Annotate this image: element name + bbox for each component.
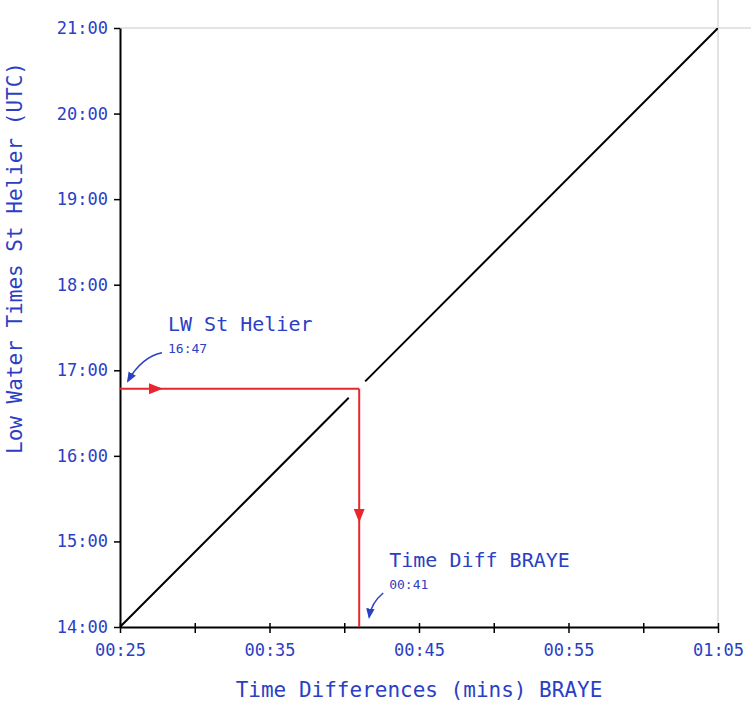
y-tick: 20:00 <box>57 104 120 124</box>
plot-area <box>120 28 718 627</box>
guide-horizontal <box>158 388 359 390</box>
y-tick-mark <box>114 627 120 629</box>
x-tick <box>643 623 644 633</box>
x-tick <box>494 623 495 633</box>
y-tick: 16:00 <box>57 446 120 466</box>
data-line <box>120 28 718 627</box>
annotation-pointer <box>369 593 383 617</box>
x-tick: 00:55 <box>543 623 594 660</box>
y-tick-mark <box>114 456 120 458</box>
y-tick-label: 17:00 <box>57 360 108 380</box>
y-tick-mark <box>114 541 120 543</box>
y-tick-label: 21:00 <box>57 18 108 38</box>
x-tick <box>344 623 345 633</box>
frame-right <box>718 0 719 627</box>
x-tick-mark <box>195 623 197 633</box>
chart: 00:25 00:35 00:45 00:55 01:05 14:00 15:00 16:00… <box>0 0 751 708</box>
x-tick-mark <box>643 623 645 633</box>
y-tick: 17:00 <box>57 360 120 380</box>
y-tick-label: 16:00 <box>57 446 108 466</box>
y-tick-label: 18:00 <box>57 275 108 295</box>
x-tick-label: 01:05 <box>693 640 744 660</box>
y-tick-mark <box>114 28 120 30</box>
x-tick: 00:35 <box>244 623 295 660</box>
y-tick: 21:00 <box>57 18 120 38</box>
x-tick: 01:05 <box>693 623 744 660</box>
y-tick-label: 14:00 <box>57 617 108 637</box>
y-tick-mark <box>114 199 120 201</box>
y-tick-mark <box>114 284 120 286</box>
y-tick: 15:00 <box>57 531 120 551</box>
y-tick: 14:00 <box>57 617 120 637</box>
x-tick-mark <box>269 623 271 633</box>
x-tick-mark <box>494 623 496 633</box>
y-tick-label: 20:00 <box>57 104 108 124</box>
x-tick: 00:45 <box>394 623 445 660</box>
x-tick-label: 00:45 <box>394 640 445 660</box>
axis-line <box>120 29 122 628</box>
guide-vertical <box>358 518 360 627</box>
y-axis: 14:00 15:00 16:00 17:00 18:00 19:00 20:00 21:00 <box>57 18 121 637</box>
x-tick-label: 00:55 <box>543 640 594 660</box>
x-tick-mark <box>344 623 346 633</box>
x-tick <box>195 623 196 633</box>
y-tick-mark <box>114 370 120 372</box>
guide-vertical <box>358 389 360 520</box>
y-tick-mark <box>114 113 120 115</box>
x-axis: 00:25 00:35 00:45 00:55 01:05 <box>95 623 744 660</box>
x-tick-mark <box>419 623 421 633</box>
guide-horizontal <box>120 388 160 390</box>
x-axis-title: Time Differences (mins) BRAYE <box>236 678 603 702</box>
y-tick: 19:00 <box>57 189 120 209</box>
annotation-value: 00:41 <box>389 577 428 592</box>
y-tick-label: 15:00 <box>57 531 108 551</box>
x-tick-label: 00:25 <box>95 640 146 660</box>
annotation-text: LW St Helier <box>168 312 313 336</box>
y-tick-label: 19:00 <box>57 189 108 209</box>
annotation-pointer <box>128 353 162 381</box>
y-axis-title: Low Water Times St Helier (UTC) <box>3 62 27 454</box>
annotation-text: Time Diff BRAYE <box>389 548 570 572</box>
annotation-value: 16:47 <box>168 341 207 356</box>
frame-top <box>120 28 751 29</box>
x-tick-mark <box>718 623 720 633</box>
x-tick-label: 00:35 <box>244 640 295 660</box>
y-tick: 18:00 <box>57 275 120 295</box>
x-tick-mark <box>568 623 570 633</box>
